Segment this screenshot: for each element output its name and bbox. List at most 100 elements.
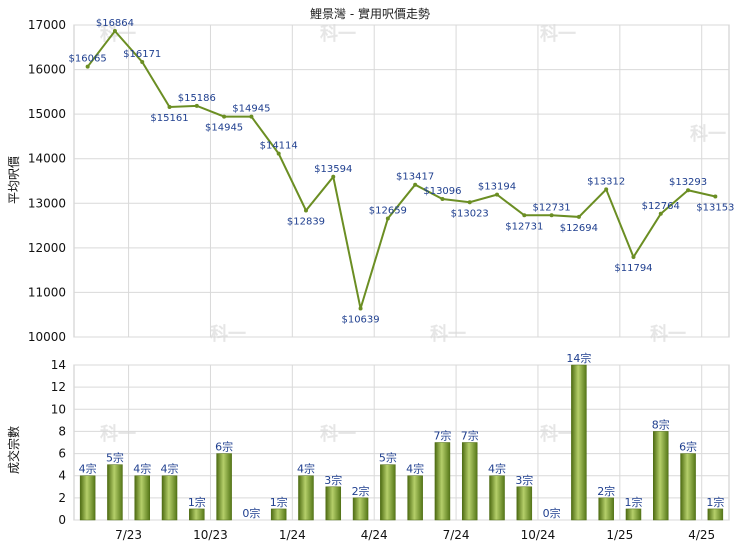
count-data-label: 1宗 <box>270 495 288 509</box>
count-data-label: 8宗 <box>652 417 670 431</box>
price-point <box>549 213 554 218</box>
price-y-tick-label: 12000 <box>28 241 66 255</box>
count-data-label: 5宗 <box>379 451 397 465</box>
price-data-label: $12659 <box>369 205 407 216</box>
count-bar <box>298 475 314 521</box>
bottom-y-axis-label: 成交宗數 <box>6 426 21 474</box>
count-bar <box>352 497 369 521</box>
price-data-label: $13293 <box>669 177 707 188</box>
x-tick-label: 10/23 <box>193 528 228 542</box>
price-data-label: $12694 <box>560 223 598 234</box>
watermark-text: 科一 <box>320 23 356 45</box>
price-point <box>194 103 199 108</box>
count-bar <box>571 364 587 521</box>
price-y-tick-label: 13000 <box>28 196 66 210</box>
watermark-text: 科一 <box>690 123 726 145</box>
count-bar <box>79 475 96 521</box>
count-y-tick-label: 12 <box>51 380 66 394</box>
count-bar <box>161 475 178 521</box>
count-bar <box>325 486 342 521</box>
watermark-text: 科一 <box>430 323 466 345</box>
count-data-label: 7宗 <box>433 429 451 443</box>
count-bar <box>134 475 150 521</box>
price-data-label: $15186 <box>178 93 216 104</box>
count-data-label: 4宗 <box>79 462 97 476</box>
price-point <box>440 197 445 202</box>
count-data-label: 3宗 <box>515 473 533 487</box>
price-point <box>167 104 172 109</box>
price-point <box>686 188 691 193</box>
count-bar <box>598 497 614 521</box>
watermark-text: 科一 <box>210 323 246 345</box>
count-data-label: 1宗 <box>624 495 642 509</box>
count-bar <box>434 442 451 521</box>
price-data-label: $15161 <box>150 113 188 124</box>
count-data-label: 2宗 <box>352 484 370 498</box>
count-bar <box>489 475 505 521</box>
price-data-label: $14114 <box>260 141 298 152</box>
price-y-tick-label: 14000 <box>28 152 66 166</box>
price-data-label: $16171 <box>123 49 161 60</box>
count-bar <box>516 486 533 521</box>
price-y-tick-label: 11000 <box>28 285 66 299</box>
count-data-label: 4宗 <box>406 462 424 476</box>
count-y-tick-label: 0 <box>58 513 66 527</box>
price-data-label: $12764 <box>642 201 680 212</box>
count-data-label: 7宗 <box>461 429 479 443</box>
count-data-label: 5宗 <box>106 451 124 465</box>
price-data-label: $14945 <box>232 104 270 115</box>
count-data-label: 6宗 <box>679 440 697 454</box>
price-data-label: $13312 <box>587 176 625 187</box>
price-point <box>413 182 418 187</box>
price-data-label: $16065 <box>69 54 107 65</box>
x-tick-label: 1/25 <box>606 528 633 542</box>
count-bar <box>189 508 205 521</box>
price-point <box>658 211 663 216</box>
watermark-text: 科一 <box>650 323 686 345</box>
price-data-label: $12839 <box>287 216 325 227</box>
count-data-label: 0宗 <box>242 506 260 520</box>
x-tick-label: 7/24 <box>443 528 470 542</box>
count-y-tick-label: 4 <box>58 469 66 483</box>
count-data-label: 4宗 <box>488 462 506 476</box>
price-y-tick-label: 15000 <box>28 107 66 121</box>
x-tick-label: 7/23 <box>115 528 142 542</box>
watermark-text: 科一 <box>540 423 576 445</box>
price-data-label: $13023 <box>451 208 489 219</box>
price-data-label: $14945 <box>205 123 243 134</box>
price-point <box>631 255 636 260</box>
count-bar <box>107 464 123 521</box>
count-data-label: 2宗 <box>597 484 615 498</box>
price-point <box>85 64 90 69</box>
count-bar <box>380 464 396 521</box>
price-data-label: $12731 <box>533 202 571 213</box>
count-data-label: 4宗 <box>297 462 315 476</box>
price-point <box>522 213 527 218</box>
price-point <box>303 208 308 213</box>
price-data-label: $12731 <box>505 221 543 232</box>
price-data-label: $13096 <box>423 186 461 197</box>
count-data-label: 4宗 <box>133 462 151 476</box>
top-y-axis-label: 平均呎價 <box>7 156 21 204</box>
price-point <box>713 194 718 199</box>
price-point <box>222 114 227 119</box>
chart-title: 鯉景灣 - 實用呎價走勢 <box>310 6 430 21</box>
price-y-tick-label: 16000 <box>28 63 66 77</box>
price-data-label: $13153 <box>696 202 734 213</box>
x-tick-label: 1/24 <box>279 528 306 542</box>
price-point <box>604 187 609 192</box>
count-data-label: 3宗 <box>324 473 342 487</box>
count-data-label: 4宗 <box>161 462 179 476</box>
count-bar <box>216 453 232 521</box>
price-y-tick-label: 17000 <box>28 18 66 32</box>
price-data-label: $13194 <box>478 182 516 193</box>
price-data-label: $13417 <box>396 172 434 183</box>
price-point <box>467 200 472 205</box>
price-point <box>576 214 581 219</box>
x-tick-label: 4/25 <box>688 528 715 542</box>
x-tick-label: 4/24 <box>361 528 388 542</box>
watermark-text: 科一 <box>540 23 576 45</box>
price-data-label: $13594 <box>314 164 352 175</box>
count-data-label: 14宗 <box>566 351 591 365</box>
